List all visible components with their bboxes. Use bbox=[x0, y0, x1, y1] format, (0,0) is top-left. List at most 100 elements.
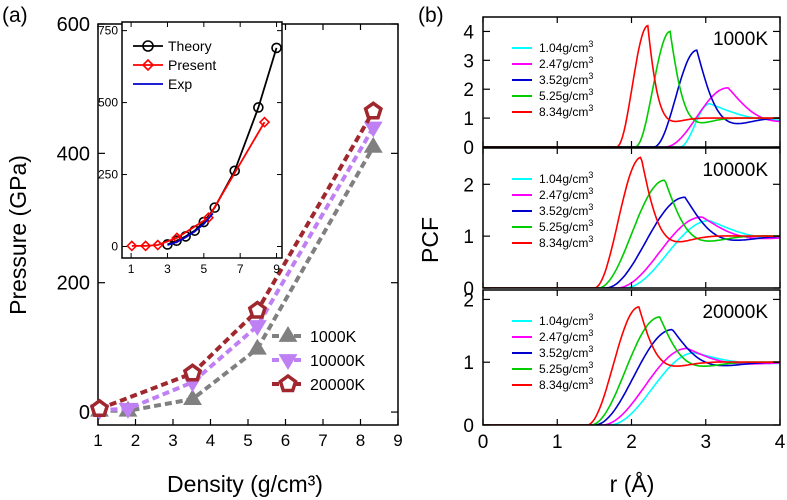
pcf-curve-10000k-5-25g-cm bbox=[483, 179, 780, 288]
pcf-legend-label-2-47g-cm: 2.47g/cm3 bbox=[539, 186, 593, 202]
inset-x-tick-label: 9 bbox=[273, 262, 280, 276]
legend-marker-20000k bbox=[278, 373, 298, 393]
main-y-tick-label: 600 bbox=[57, 14, 90, 36]
point-10000k bbox=[363, 121, 383, 138]
main-plot: 1 2 3 4 5 6 7 8 9 0 200 400 600 1000K 10000K 20000K bbox=[57, 14, 403, 450]
inset-y-tick-label: 250 bbox=[98, 168, 118, 182]
main-x-tick-label: 3 bbox=[168, 431, 177, 450]
pcf-legend-label-1-04g-cm: 1.04g/cm3 bbox=[539, 312, 593, 328]
main-x-tick-label: 9 bbox=[393, 431, 402, 450]
inset-y-tick-label: 750 bbox=[98, 24, 118, 38]
inset-x-tick-label: 3 bbox=[164, 262, 171, 276]
pcf-curve-10000k-8-34g-cm bbox=[483, 156, 780, 288]
pcf-legend-label-2-47g-cm: 2.47g/cm3 bbox=[539, 55, 593, 71]
pcf-temperature-label: 1000K bbox=[713, 29, 768, 50]
main-x-axis-title: Density (g/cm³) bbox=[167, 471, 323, 497]
pcf-panel-20000k: 0 1 2 3 4 0 1 2 20000K 1.04g/cm32.47g/cm33.52g/cm… bbox=[463, 289, 786, 453]
pcf-x-tick-label: 4 bbox=[775, 432, 786, 453]
pcf-y-tick-label: 4 bbox=[463, 22, 474, 43]
pcf-legend-label-1-04g-cm: 1.04g/cm3 bbox=[539, 170, 593, 186]
point-20000k bbox=[182, 363, 203, 382]
point-20000k bbox=[89, 398, 110, 418]
pcf-y-tick-label: 1 bbox=[463, 227, 474, 248]
pcf-curve-20000k-5-25g-cm bbox=[483, 316, 780, 425]
main-y-axis-title: Pressure (GPa) bbox=[5, 155, 31, 315]
main-x-tick-label: 5 bbox=[243, 431, 252, 450]
pcf-legend-label-8-34g-cm: 8.34g/cm3 bbox=[539, 234, 593, 250]
pcf-legend-label-2-47g-cm: 2.47g/cm3 bbox=[539, 328, 593, 344]
inset-point-present bbox=[258, 116, 271, 128]
pcf-temperature-label: 20000K bbox=[702, 302, 768, 323]
legend-label-1000k: 1000K bbox=[310, 329, 357, 346]
pcf-legend-label-8-34g-cm: 8.34g/cm3 bbox=[539, 376, 593, 392]
pcf-curve-1000k-3-52g-cm bbox=[483, 49, 780, 147]
pcf-curve-20000k-8-34g-cm bbox=[483, 306, 780, 425]
main-x-tick-label: 1 bbox=[93, 431, 102, 450]
inset-point-theory bbox=[253, 102, 264, 113]
main-y-tick-label: 400 bbox=[57, 143, 90, 165]
pcf-legend-label-3-52g-cm: 3.52g/cm3 bbox=[539, 202, 593, 218]
pcf-y-tick-label: 2 bbox=[463, 80, 474, 101]
pcf-legend-label-3-52g-cm: 3.52g/cm3 bbox=[539, 71, 593, 87]
inset-point-present bbox=[126, 240, 138, 252]
main-x-tick-label: 2 bbox=[131, 431, 140, 450]
inset-point-present bbox=[140, 240, 152, 252]
pcf-y-tick-label: 0 bbox=[463, 279, 474, 300]
inset-x-tick-label: 1 bbox=[128, 262, 135, 276]
pcf-temperature-label: 10000K bbox=[702, 160, 768, 181]
main-y-tick-label: 200 bbox=[57, 273, 90, 295]
inset-point-theory bbox=[209, 202, 221, 213]
pcf-y-tick-label: 2 bbox=[463, 175, 474, 196]
pcf-y-tick-label: 0 bbox=[463, 416, 474, 437]
pcf-curve-1000k-8-34g-cm bbox=[483, 24, 780, 147]
pcf-panel-10000k: 0 1 2 10000K 1.04g/cm32.47g/cm33.52g/cm35.25… bbox=[463, 147, 781, 300]
main-x-tick-label: 7 bbox=[318, 431, 327, 450]
pcf-x-axis-title: r (Å) bbox=[610, 470, 655, 497]
pcf-legend-label-5-25g-cm: 5.25g/cm3 bbox=[539, 218, 593, 234]
main-x-tick-label: 6 bbox=[281, 431, 290, 450]
pcf-x-tick-label: 1 bbox=[552, 432, 563, 453]
pcf-curves bbox=[483, 24, 780, 147]
legend-marker-1000k bbox=[278, 326, 298, 342]
inset-point-present bbox=[152, 239, 164, 251]
inset-y-tick-label: 0 bbox=[111, 239, 118, 253]
point-10000k bbox=[247, 320, 267, 337]
pcf-y-tick-label: 3 bbox=[463, 51, 474, 72]
main-x-tick-label: 8 bbox=[356, 431, 365, 450]
pcf-x-tick-label: 2 bbox=[626, 432, 637, 453]
pcf-x-tick-label: 0 bbox=[478, 432, 489, 453]
inset-y-tick-label: 500 bbox=[98, 96, 118, 110]
point-1000k bbox=[363, 136, 383, 153]
inset-series-line-exp bbox=[167, 212, 214, 246]
inset-x-tick-label: 5 bbox=[200, 262, 207, 276]
inset-legend-marker-theory bbox=[142, 40, 154, 52]
legend-label-20000k: 20000K bbox=[310, 377, 365, 394]
pcf-legend-label-5-25g-cm: 5.25g/cm3 bbox=[539, 87, 593, 103]
pcf-panel-1000k: 0 1 2 3 4 1000K 1.04g/cm32.47g/cm33.52g/cm35.2… bbox=[463, 16, 781, 159]
inset-legend-label-theory: Theory bbox=[168, 38, 212, 54]
pcf-curve-10000k-1-04g-cm bbox=[483, 219, 780, 288]
pcf-curves bbox=[483, 306, 780, 425]
inset-point-theory bbox=[271, 42, 282, 54]
pcf-curve-20000k-3-52g-cm bbox=[483, 328, 780, 425]
main-y-tick-label: 0 bbox=[79, 402, 90, 424]
pcf-y-tick-label: 0 bbox=[463, 138, 474, 159]
series-line-20000k bbox=[98, 110, 376, 411]
pcf-curve-1000k-1-04g-cm bbox=[483, 102, 780, 147]
inset-plot: 1 3 5 7 9 0 250 500 750 Theory Present Exp bbox=[98, 21, 283, 276]
pcf-y-tick-label: 1 bbox=[463, 109, 474, 130]
point-1000k bbox=[183, 389, 202, 406]
panel-b-label: (b) bbox=[418, 4, 444, 27]
pcf-curve-20000k-1-04g-cm bbox=[483, 351, 780, 425]
inset-legend-label-present: Present bbox=[168, 57, 216, 73]
panel-a-label: (a) bbox=[2, 4, 28, 27]
pcf-curve-1000k-2-47g-cm bbox=[483, 86, 780, 147]
legend-marker-10000k bbox=[278, 354, 298, 370]
point-20000k bbox=[247, 300, 268, 319]
pcf-legend-label-3-52g-cm: 3.52g/cm3 bbox=[539, 344, 593, 360]
pcf-y-tick-label: 1 bbox=[463, 353, 474, 374]
pcf-x-tick-label: 3 bbox=[700, 432, 711, 453]
pcf-legend-label-5-25g-cm: 5.25g/cm3 bbox=[539, 360, 593, 376]
point-1000k bbox=[247, 338, 267, 355]
